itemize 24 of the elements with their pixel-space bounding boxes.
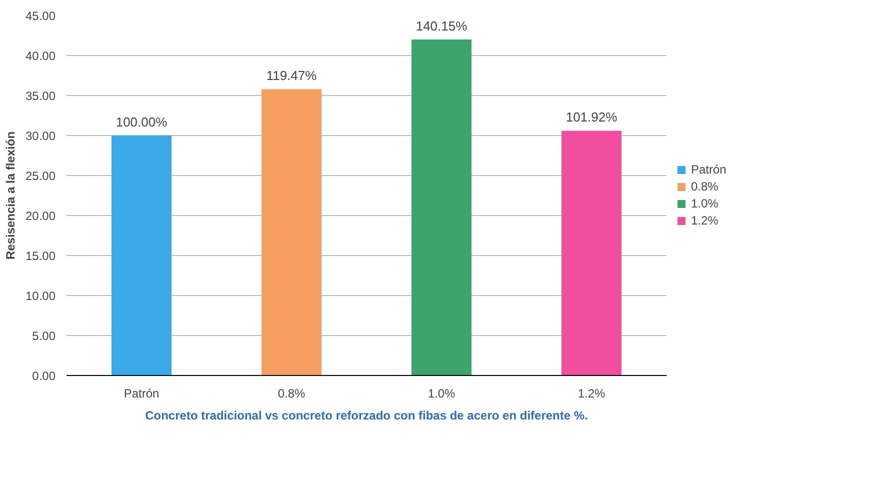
legend-label: 1.2% bbox=[691, 214, 718, 228]
annotation: 101.92% bbox=[566, 110, 618, 125]
y-tick-label: 0.00 bbox=[32, 369, 56, 383]
y-tick-label: 15.00 bbox=[25, 249, 56, 263]
legend-label: Patrón bbox=[691, 162, 726, 176]
legend-label: 1.0% bbox=[691, 196, 718, 210]
annotation: 100.00% bbox=[116, 114, 168, 130]
x-tick-label: 1.0% bbox=[428, 386, 456, 400]
y-tick-label: 25.00 bbox=[25, 169, 56, 183]
y-tick-label: 40.00 bbox=[25, 49, 56, 63]
y-tick-label: 45.00 bbox=[25, 9, 56, 23]
y-tick-label: 35.00 bbox=[25, 89, 56, 103]
x-axis-title: Concreto tradicional vs concreto reforzado con fibas de acero en diferente %. bbox=[145, 408, 588, 422]
x-tick-label: 1.2% bbox=[578, 386, 606, 400]
y-tick-label: 20.00 bbox=[25, 209, 56, 223]
annotation: 119.47% bbox=[266, 68, 318, 84]
y-tick-label: 30.00 bbox=[25, 129, 56, 143]
x-tick-label: Patrón bbox=[124, 386, 160, 400]
y-axis-title: Resisencia a la flexión bbox=[3, 131, 18, 260]
y-tick-label: 5.00 bbox=[32, 329, 56, 343]
annotation: 140.15% bbox=[416, 18, 468, 34]
x-tick-label: 0.8% bbox=[278, 386, 306, 400]
y-tick-label: 10.00 bbox=[25, 289, 56, 303]
legend-label: 0.8% bbox=[691, 180, 718, 194]
